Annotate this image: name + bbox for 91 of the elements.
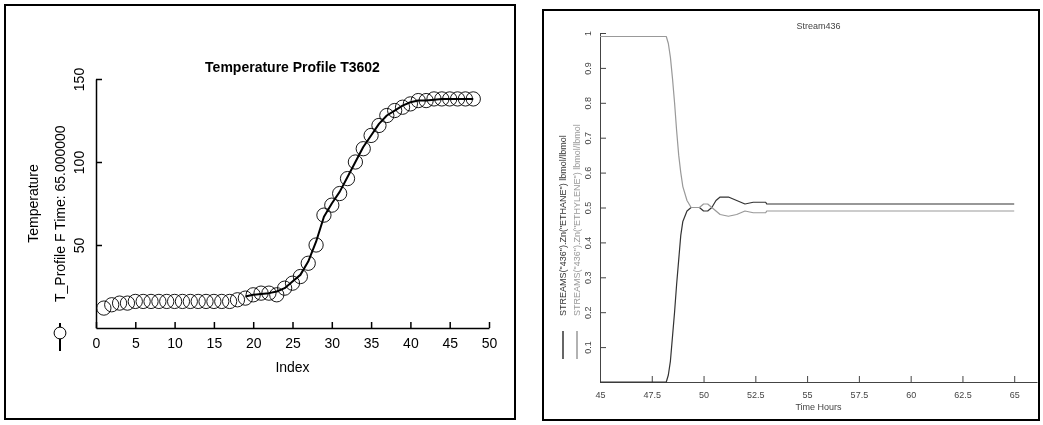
point: [465, 91, 481, 107]
point: [434, 91, 450, 107]
point: [363, 127, 379, 144]
point: [316, 207, 332, 223]
point: [143, 293, 159, 310]
point: [159, 293, 175, 310]
point: [387, 102, 403, 119]
chart-title: Temperature Profile T3602: [205, 59, 381, 75]
y-tick-label: 0.7: [582, 131, 593, 145]
x-tick-label: 20: [245, 334, 262, 351]
x-tick-label: 15: [206, 334, 223, 351]
point: [332, 185, 348, 202]
text: T_Profile F Time: 65.000000: [51, 125, 68, 302]
point: [449, 91, 466, 107]
x-tick-label: 5: [131, 334, 140, 351]
x-tick-label: 0: [92, 334, 101, 351]
x-tick-label: 62.5: [954, 390, 972, 401]
point: [269, 287, 285, 303]
point: [111, 295, 128, 311]
x-tick-label: 35: [363, 334, 380, 351]
x-tick-label: 60: [906, 390, 917, 401]
point: [222, 293, 238, 310]
point: [167, 293, 183, 310]
point: [457, 91, 474, 107]
point: [300, 255, 316, 271]
point: [418, 93, 434, 109]
point: [426, 91, 442, 107]
text: STREAMS("436").Zn("ETHYLENE") lbmol/lbmol: [572, 124, 583, 316]
point: [379, 107, 395, 124]
point: [277, 280, 293, 296]
x-axis-title: Index: [275, 359, 310, 375]
x-tick-label: 45: [442, 334, 459, 351]
point: [324, 197, 340, 213]
x-tick-label: 52.5: [747, 390, 765, 401]
point: [245, 287, 261, 303]
x-tick-label: 55: [802, 390, 813, 401]
point: [190, 293, 206, 310]
point: [284, 275, 301, 291]
x-tick-label: 57.5: [850, 390, 869, 401]
y-tick-label: 0.3: [582, 271, 593, 285]
x-tick-label: 25: [285, 334, 301, 351]
point: [442, 91, 458, 107]
x-tick-label: 45: [595, 390, 606, 401]
chart-title: Stream436: [796, 21, 841, 31]
y-tick-label: 0.5: [582, 201, 593, 215]
x-tick-label: 30: [324, 334, 341, 351]
y-tick-label: 1: [582, 30, 593, 37]
point: [339, 171, 356, 187]
point: [104, 297, 120, 313]
y-tick-label: 100: [70, 150, 87, 175]
point: [174, 293, 191, 310]
point: [292, 268, 308, 285]
x-tick-label: 65: [1009, 390, 1020, 401]
x-tick-label: 50: [699, 390, 710, 401]
point: [253, 285, 269, 301]
point: [119, 295, 136, 311]
line-series: [599, 196, 1015, 383]
y-tick-label: 0.8: [582, 97, 593, 110]
point: [151, 293, 167, 310]
y-tick-label: 0.6: [582, 166, 593, 180]
x-tick-label: 47.5: [643, 390, 662, 401]
x-tick-label: 10: [167, 334, 184, 351]
y-axis-title: Temperature: [25, 163, 41, 243]
point: [135, 293, 151, 310]
point: [371, 117, 387, 134]
point: [347, 154, 363, 170]
text: STREAMS("436").Zn("ETHANE") lbmol/lbmol: [558, 135, 569, 316]
x-axis-title: Time Hours: [795, 402, 843, 412]
y-tick-label: 150: [70, 67, 87, 92]
y-tick-label: 0.1: [582, 341, 593, 354]
point: [198, 293, 214, 310]
point: [127, 293, 143, 310]
point: [96, 300, 112, 316]
x-tick-label: 40: [403, 334, 419, 351]
y-tick-label: 0.2: [582, 306, 593, 319]
point: [206, 293, 222, 310]
y-tick-label: 50: [70, 237, 87, 254]
point: [308, 237, 324, 253]
point: [261, 285, 277, 301]
point: [410, 93, 426, 109]
y-tick-label: 0.4: [582, 236, 593, 250]
point: [229, 292, 246, 308]
point: [214, 293, 230, 310]
point: [394, 99, 411, 115]
point: [402, 96, 418, 112]
point: [237, 290, 253, 306]
point: [355, 141, 371, 157]
point: [182, 293, 198, 310]
y-tick-label: 0.9: [582, 62, 593, 75]
x-tick-label: 50: [481, 334, 498, 351]
line-series: [599, 35, 1015, 217]
